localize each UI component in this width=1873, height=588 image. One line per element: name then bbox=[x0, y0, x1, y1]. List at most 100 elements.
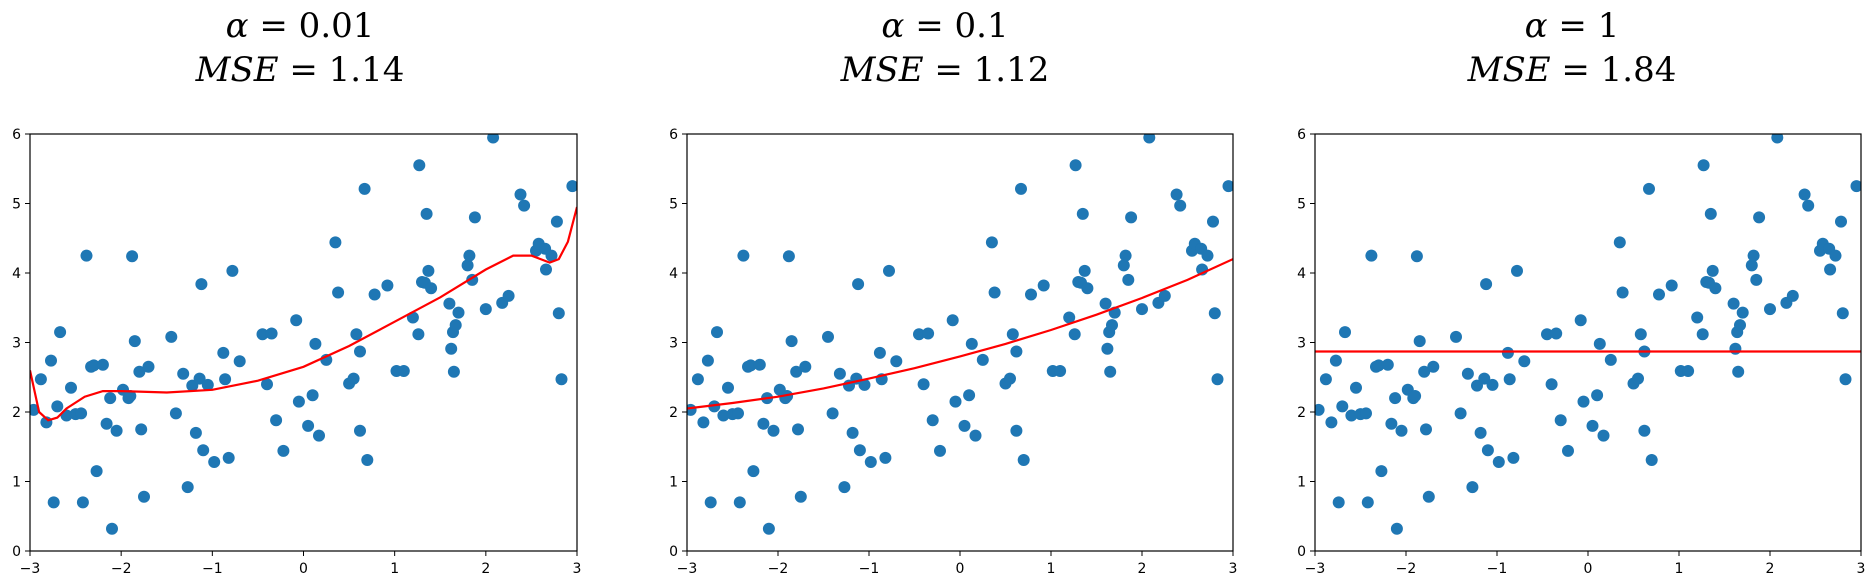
data-point bbox=[1006, 328, 1019, 341]
data-point bbox=[1709, 282, 1722, 295]
data-point bbox=[757, 417, 770, 430]
data-point bbox=[969, 429, 982, 442]
data-point bbox=[701, 354, 714, 367]
plot-area bbox=[30, 134, 577, 535]
data-point bbox=[443, 297, 456, 310]
data-point bbox=[1336, 400, 1349, 413]
y-tick-label: 4 bbox=[669, 266, 678, 282]
data-point bbox=[1069, 159, 1082, 172]
data-point bbox=[80, 249, 93, 262]
data-point bbox=[397, 365, 410, 377]
data-point bbox=[463, 249, 476, 262]
data-point bbox=[762, 522, 775, 535]
data-point bbox=[233, 355, 246, 368]
subplot-title: α = 0.1 MSE = 1.12 bbox=[645, 0, 1245, 92]
data-point bbox=[545, 249, 558, 262]
data-point bbox=[1119, 249, 1132, 262]
data-point bbox=[354, 345, 366, 358]
data-point bbox=[290, 314, 303, 327]
y-tick-label: 1 bbox=[12, 475, 21, 491]
data-point bbox=[1798, 188, 1811, 201]
data-point bbox=[133, 365, 146, 378]
x-tick-label: 2 bbox=[1138, 561, 1147, 577]
data-point bbox=[1361, 496, 1374, 509]
data-point bbox=[217, 346, 230, 359]
data-point bbox=[1222, 180, 1233, 193]
data-point bbox=[1078, 264, 1091, 277]
y-tick-label: 6 bbox=[669, 127, 678, 143]
data-point bbox=[1345, 409, 1358, 422]
data-point bbox=[1645, 454, 1658, 466]
data-point bbox=[691, 373, 704, 386]
data-point bbox=[1501, 346, 1514, 359]
data-point bbox=[1385, 417, 1398, 430]
data-point bbox=[540, 263, 552, 276]
data-point bbox=[1632, 372, 1644, 385]
data-point bbox=[1577, 395, 1590, 408]
data-point bbox=[922, 327, 935, 340]
x-tick-label: 1 bbox=[1047, 561, 1056, 577]
x-tick-label: −3 bbox=[677, 561, 698, 577]
data-point bbox=[550, 215, 563, 228]
data-point bbox=[704, 496, 717, 509]
data-point bbox=[87, 359, 100, 372]
x-tick-label: 1 bbox=[390, 561, 399, 577]
data-point bbox=[1616, 286, 1629, 299]
data-point bbox=[1750, 273, 1763, 286]
data-point bbox=[1319, 373, 1332, 386]
data-point bbox=[1004, 372, 1016, 385]
y-tick-label: 4 bbox=[1297, 266, 1306, 282]
data-point bbox=[1117, 259, 1130, 272]
data-point bbox=[1208, 307, 1221, 320]
data-point bbox=[722, 381, 734, 394]
title-alpha-symbol: α bbox=[225, 6, 249, 46]
data-point bbox=[1104, 365, 1117, 378]
data-point bbox=[277, 444, 290, 457]
data-point bbox=[1418, 365, 1431, 378]
plot-area bbox=[687, 134, 1233, 535]
data-point bbox=[1604, 353, 1617, 366]
data-point bbox=[717, 409, 730, 422]
data-point bbox=[1653, 288, 1665, 301]
y-tick-label: 6 bbox=[12, 127, 21, 143]
data-point bbox=[1480, 278, 1493, 291]
data-point bbox=[1395, 424, 1408, 437]
data-point bbox=[135, 423, 148, 436]
data-point bbox=[169, 407, 182, 420]
data-point bbox=[110, 424, 123, 437]
title-alpha-symbol: α bbox=[881, 6, 905, 46]
fit-line bbox=[687, 258, 1233, 410]
x-tick-label: 2 bbox=[481, 561, 490, 577]
subplot-alpha-0-1: α = 0.1 MSE = 1.12 bbox=[645, 0, 1245, 588]
data-point bbox=[879, 451, 892, 464]
data-point bbox=[988, 286, 1001, 299]
data-point bbox=[1747, 249, 1760, 262]
data-point bbox=[76, 496, 89, 509]
data-point bbox=[1704, 207, 1717, 220]
data-point bbox=[381, 279, 394, 292]
x-tick-label: 0 bbox=[1584, 561, 1593, 577]
data-point bbox=[45, 354, 57, 367]
data-point bbox=[1025, 288, 1037, 301]
data-point bbox=[963, 389, 976, 402]
data-point bbox=[1829, 249, 1842, 262]
data-point bbox=[883, 264, 895, 277]
data-point bbox=[361, 454, 374, 466]
data-point bbox=[1010, 345, 1023, 358]
data-point bbox=[47, 496, 60, 509]
data-point bbox=[1541, 328, 1553, 341]
data-point bbox=[1824, 263, 1837, 276]
data-point bbox=[100, 417, 113, 430]
data-point bbox=[309, 337, 322, 350]
data-point bbox=[358, 182, 371, 195]
data-point bbox=[934, 444, 946, 457]
x-tick-label: 1 bbox=[1675, 561, 1684, 577]
data-point bbox=[34, 373, 47, 386]
y-tick-label: 0 bbox=[12, 544, 21, 560]
data-point bbox=[1835, 215, 1847, 228]
x-tick-label: −2 bbox=[1396, 561, 1417, 577]
data-point bbox=[261, 378, 273, 391]
y-tick-label: 1 bbox=[1297, 475, 1306, 491]
y-tick-label: 4 bbox=[12, 266, 21, 282]
